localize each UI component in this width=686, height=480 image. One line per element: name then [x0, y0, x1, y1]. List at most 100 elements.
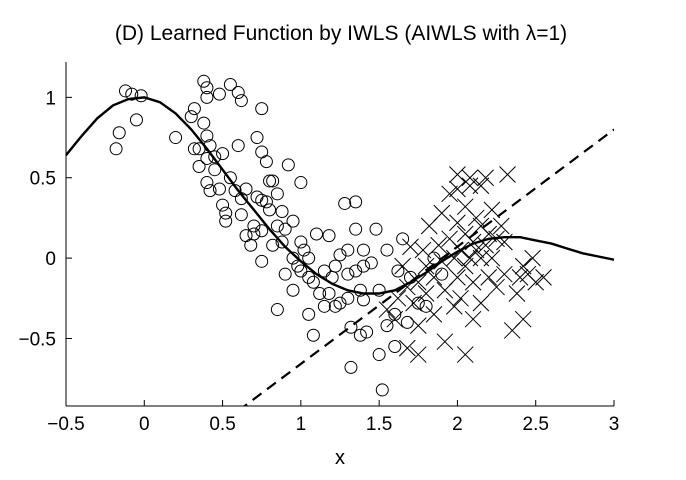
- training-point: [302, 307, 316, 321]
- test-point: [477, 236, 494, 254]
- training-point: [341, 267, 355, 281]
- y-tick-label: 1: [45, 88, 56, 109]
- test-point: [436, 333, 454, 351]
- training-point: [187, 142, 201, 156]
- test-point: [386, 310, 404, 328]
- training-point: [325, 270, 339, 284]
- training-point: [349, 195, 363, 209]
- training-point: [247, 227, 261, 241]
- training-point: [270, 303, 284, 317]
- y-tick-label: 0.5: [30, 169, 56, 190]
- training-point: [302, 251, 316, 265]
- test-point: [398, 278, 416, 296]
- x-tick-label: 3: [609, 414, 620, 435]
- function-layer: [66, 96, 614, 406]
- training-point: [208, 163, 222, 177]
- training-point: [228, 184, 242, 198]
- training-point: [129, 113, 143, 127]
- training-point: [231, 139, 245, 153]
- training-point: [212, 182, 226, 196]
- training-point: [396, 232, 410, 246]
- training-point: [112, 126, 126, 140]
- training-point: [360, 325, 374, 339]
- training-point: [234, 208, 248, 222]
- test-point: [433, 252, 451, 270]
- learned-function-curve: [66, 96, 614, 295]
- training-point: [134, 89, 148, 103]
- test-point: [496, 233, 513, 251]
- training-point: [388, 307, 402, 321]
- training-point: [400, 315, 414, 329]
- test-point: [524, 249, 541, 267]
- test-point: [499, 166, 516, 183]
- test-point: [535, 269, 552, 286]
- test-point: [477, 169, 494, 187]
- test-point: [449, 214, 466, 232]
- training-point: [411, 296, 425, 310]
- training-point: [278, 222, 292, 236]
- training-point: [353, 283, 367, 297]
- training-point: [109, 142, 123, 156]
- training-point: [197, 74, 211, 88]
- training-point: [223, 78, 237, 92]
- training-point: [275, 204, 289, 218]
- training-point: [200, 81, 214, 95]
- test-point: [441, 185, 458, 203]
- training-point: [275, 235, 289, 249]
- x-tick-label: 0.5: [209, 414, 235, 435]
- training-point: [259, 195, 273, 209]
- test-point: [398, 339, 416, 357]
- test-point: [452, 241, 469, 259]
- training-point: [118, 84, 132, 98]
- training-point: [250, 131, 264, 145]
- training-point: [317, 299, 331, 313]
- training-point: [356, 293, 370, 307]
- test-point: [467, 241, 485, 259]
- training-point: [341, 243, 355, 257]
- test-point: [514, 310, 532, 328]
- test-point: [464, 273, 482, 291]
- training-point: [187, 102, 201, 116]
- training-point: [380, 319, 394, 333]
- training-point: [294, 235, 308, 249]
- training-point: [200, 151, 214, 165]
- training-point: [328, 259, 342, 273]
- training-point: [208, 150, 222, 164]
- test-point: [456, 257, 474, 275]
- training-point: [344, 360, 358, 374]
- training-point: [200, 176, 214, 190]
- training-point: [184, 110, 198, 124]
- test-point: [394, 257, 411, 275]
- training-point: [294, 264, 308, 278]
- test-point: [449, 166, 466, 183]
- training-point: [294, 176, 308, 190]
- training-point: [200, 90, 214, 104]
- training-point: [278, 267, 292, 281]
- test-point: [452, 289, 469, 307]
- test-point: [483, 249, 501, 267]
- test-point: [480, 269, 498, 286]
- training-point: [216, 198, 230, 212]
- training-point: [333, 296, 347, 310]
- training-point: [341, 291, 355, 305]
- test-point: [389, 289, 407, 307]
- training-point: [266, 174, 280, 188]
- training-point: [286, 214, 300, 228]
- x-tick-label: −0.5: [47, 414, 85, 435]
- x-tick-label: 2.5: [523, 414, 549, 435]
- training-point: [356, 259, 370, 273]
- training-point: [270, 219, 284, 233]
- training-point: [349, 264, 363, 278]
- test-point: [472, 177, 490, 195]
- test-point: [417, 285, 435, 302]
- test-point: [467, 209, 485, 227]
- training-point: [212, 87, 226, 101]
- test-point: [464, 310, 482, 328]
- test-point: [514, 257, 532, 275]
- training-point: [328, 299, 342, 313]
- training-point: [375, 383, 389, 397]
- training-point: [169, 131, 183, 145]
- test-point: [405, 294, 422, 312]
- test-point: [508, 285, 526, 302]
- training-point: [255, 102, 269, 116]
